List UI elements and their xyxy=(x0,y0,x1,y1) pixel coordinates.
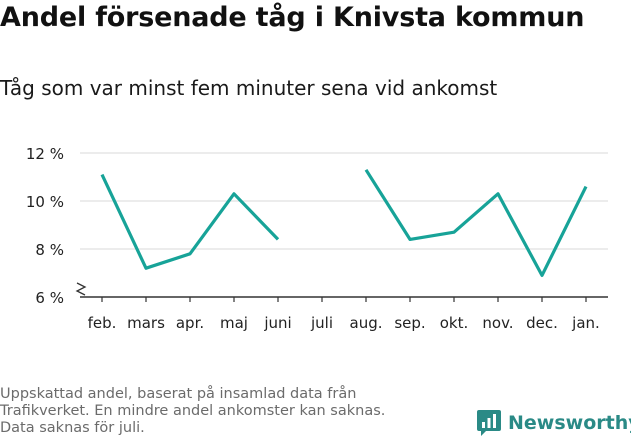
newsworthy-logo-icon xyxy=(477,410,501,436)
x-tick-label: jan. xyxy=(571,314,600,332)
x-tick-label: juli xyxy=(310,314,333,332)
footnote-line-1: Uppskattad andel, baserat på insamlad da… xyxy=(0,386,357,402)
chart-subtitle: Tåg som var minst fem minuter sena vid a… xyxy=(0,76,498,100)
y-tick-label: 12 % xyxy=(26,145,64,163)
x-tick-label: sep. xyxy=(394,314,425,332)
y-axis-labels: 6 % 8 % 10 % 12 % xyxy=(26,145,64,307)
footnote-line-3: Data saknas för juli. xyxy=(0,420,145,436)
footnote-line-2: Trafikverket. En mindre andel ankomster … xyxy=(0,403,386,419)
x-tick-label: aug. xyxy=(350,314,383,332)
x-axis: feb. mars apr. maj juni juli aug. sep. okt. nov. d… xyxy=(75,282,608,332)
x-tick-label: okt. xyxy=(440,314,469,332)
y-tick-label: 10 % xyxy=(26,193,64,211)
brand-name: Newsworthy xyxy=(508,412,631,434)
y-tick-label: 8 % xyxy=(35,241,64,259)
line-chart: 6 % 8 % 10 % 12 % feb. mars apr. maj juni juli au… xyxy=(26,145,608,332)
series-line-segment xyxy=(364,168,588,277)
x-tick-label: mars xyxy=(127,314,165,332)
x-tick-label: dec. xyxy=(526,314,558,332)
x-tick-label: nov. xyxy=(482,314,513,332)
x-tick-label: juni xyxy=(263,314,291,332)
x-tick-label: apr. xyxy=(176,314,204,332)
gridlines xyxy=(80,152,608,250)
chart-title: Andel försenade tåg i Knivsta kommun xyxy=(0,2,585,33)
series-line-segment xyxy=(100,173,280,270)
brand: Newsworthy xyxy=(476,408,631,438)
y-tick-label: 6 % xyxy=(35,289,64,307)
x-tick-label: maj xyxy=(220,314,248,332)
x-tick-label: feb. xyxy=(88,314,117,332)
axis-break-icon xyxy=(75,282,87,296)
footnote: Uppskattad andel, baserat på insamlad da… xyxy=(0,386,440,437)
series-lines xyxy=(100,168,588,277)
